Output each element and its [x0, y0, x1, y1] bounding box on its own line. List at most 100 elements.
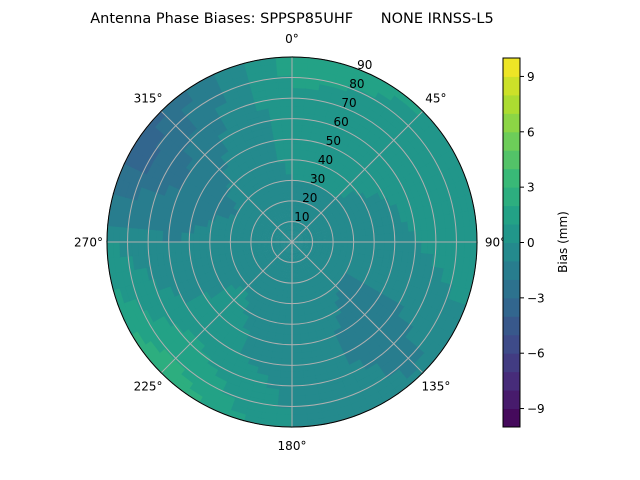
contour-cell — [281, 346, 293, 354]
polar-grid — [106, 56, 478, 428]
contour-cell — [365, 234, 373, 243]
radial-tick-label: 30 — [310, 172, 325, 186]
contour-cell — [279, 370, 293, 379]
radial-tick-label: 80 — [349, 77, 364, 91]
colorbar-tick-label: −3 — [527, 291, 545, 305]
contour-cell — [280, 352, 293, 360]
contour-cell — [282, 333, 293, 342]
angular-gridline — [291, 241, 424, 374]
contour-cell — [161, 229, 170, 243]
contour-cell — [186, 232, 194, 243]
contour-cell — [291, 130, 303, 138]
contour-cell — [371, 234, 379, 243]
radial-tick-label: 70 — [341, 96, 356, 110]
contour-cell — [284, 309, 293, 317]
contour-cell — [291, 111, 305, 120]
contour-cell — [291, 303, 299, 311]
colorbar-level — [503, 353, 520, 373]
colorbar-level — [503, 187, 520, 207]
angular-tick-label: 0° — [285, 32, 299, 46]
chart-title: Antenna Phase Biases: SPPSP85UHF NONE IR… — [90, 11, 494, 27]
radial-tick-label: 50 — [326, 134, 341, 148]
angular-tick-label: 315° — [134, 92, 163, 106]
radial-tick-label: 20 — [302, 191, 317, 205]
contour-cell — [174, 230, 182, 243]
contour-cell — [291, 148, 301, 157]
colorbar-level — [503, 150, 520, 170]
contour-cell — [137, 241, 145, 256]
contour-cell — [359, 241, 367, 250]
contour-cell — [180, 241, 188, 252]
contour-cell — [377, 233, 386, 243]
contour-cell — [149, 241, 158, 255]
contour-cell — [278, 93, 293, 101]
colorbar-tick-label: 6 — [527, 125, 535, 139]
contour-cell — [279, 364, 293, 373]
contour-cell — [291, 333, 301, 342]
colorbar-tick-label: 9 — [527, 70, 535, 84]
contour-cell — [291, 315, 300, 323]
colorbar-level — [503, 94, 520, 114]
colorbar-level — [503, 205, 520, 225]
contour-cell — [283, 327, 293, 336]
contour-cell — [284, 315, 293, 323]
contour-cell — [291, 309, 299, 317]
contour-cell — [155, 229, 164, 243]
contour-cell — [211, 241, 219, 250]
contour-cell — [174, 241, 182, 253]
contour-cell — [414, 230, 423, 243]
contour-cell — [205, 233, 213, 243]
contour-cell — [155, 241, 164, 255]
contour-cell — [390, 241, 398, 252]
contour-cell — [433, 228, 441, 243]
contour-cell — [291, 136, 302, 144]
contour-cell — [211, 234, 219, 243]
radial-tick-label: 60 — [334, 115, 349, 129]
contour-cell — [186, 241, 194, 252]
contour-cell — [353, 235, 361, 243]
contour-cell — [291, 327, 301, 336]
contour-cell — [279, 99, 293, 108]
contour-cell — [291, 321, 300, 329]
radial-tick-label: 10 — [294, 210, 309, 224]
contour-cell — [281, 124, 293, 132]
colorbar-tick-label: 0 — [527, 236, 535, 250]
contour-cell — [192, 241, 201, 251]
contour-cell — [390, 232, 398, 243]
contour-cell — [282, 340, 293, 348]
contour-cell — [414, 241, 423, 255]
contour-fill — [106, 56, 478, 428]
contour-cell — [278, 87, 293, 95]
contour-cell — [285, 167, 293, 175]
contour-cell — [383, 233, 392, 243]
contour-cell — [291, 155, 301, 163]
colorbar-level — [503, 76, 520, 96]
colorbar-label: Bias (mm) — [556, 211, 570, 273]
angular-gridline — [291, 110, 424, 243]
colorbar-level — [503, 408, 520, 428]
radial-tick-label: 90 — [357, 58, 372, 72]
colorbar-tick-label: −6 — [527, 347, 545, 361]
contour-cell — [291, 370, 305, 379]
colorbar-level — [503, 279, 520, 299]
contour-cell — [359, 235, 367, 243]
colorbar-level — [503, 242, 520, 262]
contour-cell — [282, 130, 293, 138]
contour-cell — [420, 241, 429, 255]
contour-cell — [282, 136, 293, 144]
contour-cell — [396, 241, 404, 253]
angular-tick-label: 45° — [425, 92, 446, 106]
contour-cell — [180, 231, 188, 243]
contour-cell — [192, 232, 201, 243]
colorbar-level — [503, 131, 520, 151]
angular-tick-label: 180° — [278, 439, 307, 453]
contour-cell — [291, 105, 305, 114]
contour-cell — [291, 352, 303, 360]
contour-cell — [284, 155, 293, 163]
contour-cell — [284, 161, 293, 169]
contour-cell — [217, 234, 225, 243]
angular-gridline — [160, 241, 293, 374]
contour-cell — [402, 231, 410, 243]
colorbar-tick-label: −9 — [527, 402, 545, 416]
